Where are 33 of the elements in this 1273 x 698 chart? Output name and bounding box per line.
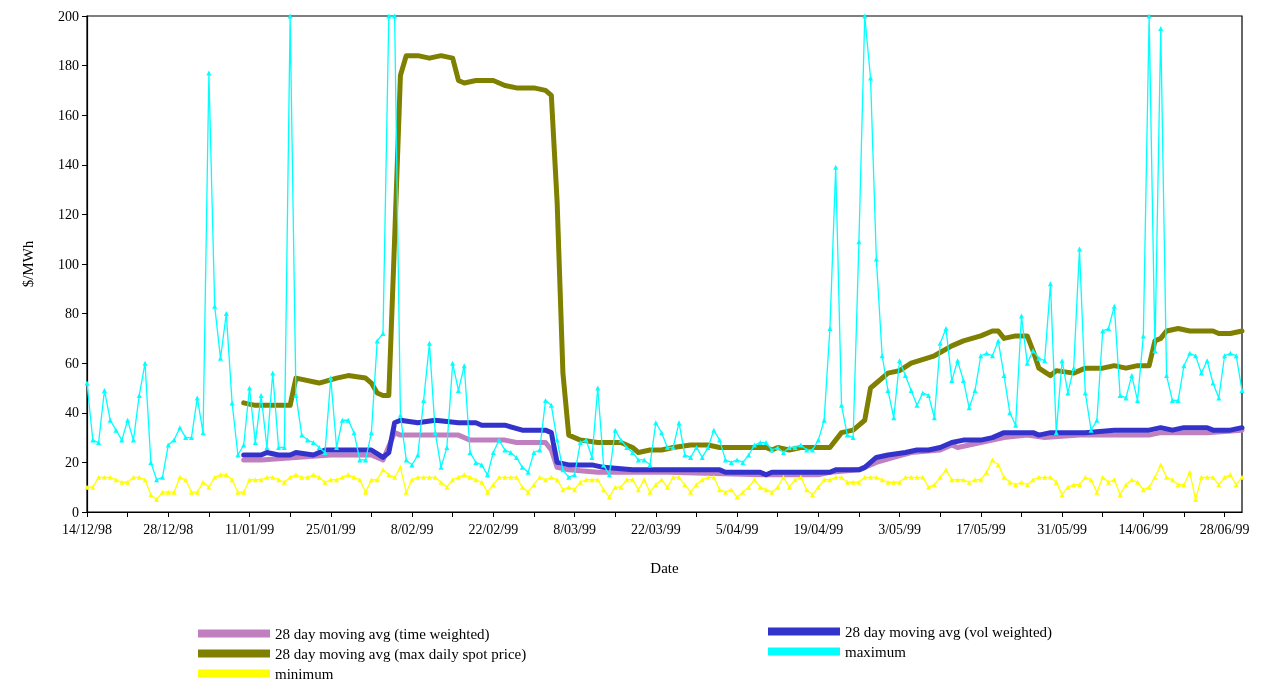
legend-label: maximum [845, 643, 907, 660]
x-tick-label: 8/02/99 [390, 521, 434, 537]
y-axis-title: $/MWh [19, 240, 36, 288]
y-tick-label: 60 [65, 355, 79, 371]
y-tick-label: 80 [65, 306, 79, 322]
x-tick-label: 19/04/99 [793, 521, 844, 537]
y-tick-label: 140 [58, 157, 79, 173]
y-tick-label: 100 [58, 256, 79, 272]
x-tick-label: 14/06/99 [1118, 521, 1169, 537]
x-tick-label: 3/05/99 [878, 521, 921, 537]
y-tick-label: 20 [65, 454, 79, 470]
legend-label: 28 day moving avg (vol weighted) [845, 623, 1053, 641]
legend-label: 28 day moving avg (max daily spot price) [275, 645, 527, 663]
x-tick-label: 22/02/99 [468, 521, 519, 537]
y-tick-label: 0 [72, 504, 79, 520]
y-tick-label: 200 [58, 8, 79, 24]
x-tick-label: 28/12/98 [143, 521, 194, 537]
x-tick-label: 8/03/99 [553, 521, 596, 537]
legend-label: minimum [275, 665, 334, 682]
x-tick-label: 31/05/99 [1037, 521, 1087, 537]
x-tick-label: 22/03/99 [630, 521, 681, 537]
y-tick-label: 120 [58, 206, 79, 222]
y-tick-label: 180 [58, 58, 79, 74]
x-tick-label: 14/12/98 [62, 521, 112, 537]
x-tick-label: 5/04/99 [715, 521, 759, 537]
legend-label: 28 day moving avg (time weighted) [275, 625, 490, 643]
y-tick-label: 40 [65, 405, 79, 421]
x-axis-title: Date [650, 559, 679, 576]
x-tick-label: 11/01/99 [224, 521, 275, 537]
x-tick-label: 25/01/99 [305, 521, 356, 537]
x-tick-label: 17/05/99 [955, 521, 1006, 537]
y-tick-label: 160 [58, 107, 79, 123]
x-tick-label: 28/06/99 [1199, 521, 1250, 537]
